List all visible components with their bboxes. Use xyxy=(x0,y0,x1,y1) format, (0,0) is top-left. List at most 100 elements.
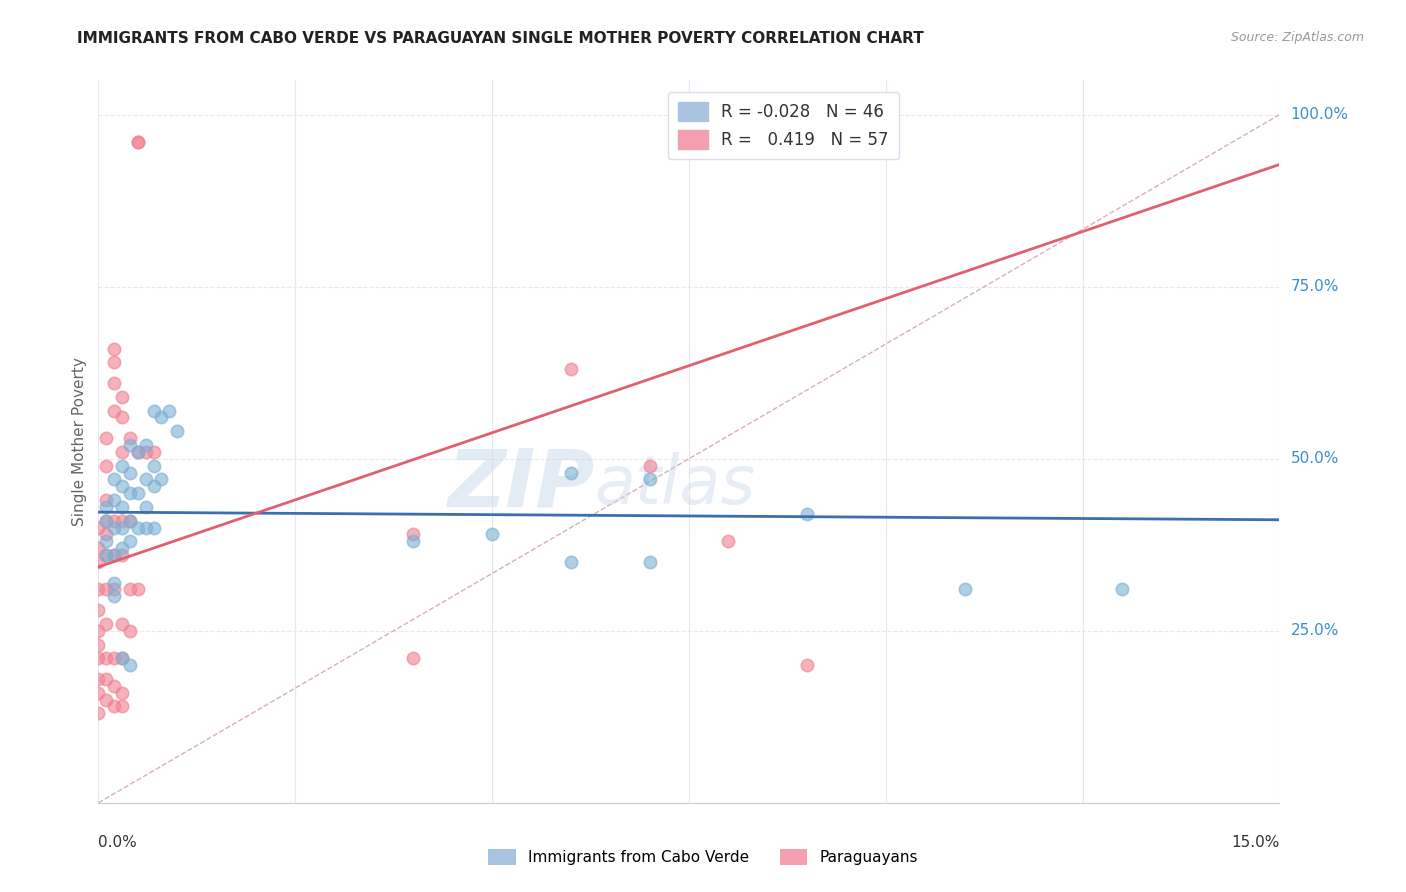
Point xyxy=(166,424,188,438)
Point xyxy=(87,541,110,556)
Point xyxy=(135,438,157,452)
Point xyxy=(118,624,141,638)
Point xyxy=(103,548,125,562)
Point xyxy=(96,527,118,541)
Point xyxy=(118,582,141,597)
Point xyxy=(796,507,818,521)
Point xyxy=(111,390,134,404)
Point xyxy=(142,458,165,473)
Point xyxy=(118,514,141,528)
Point xyxy=(96,548,118,562)
Text: 25.0%: 25.0% xyxy=(1291,624,1339,639)
Point xyxy=(118,658,141,673)
Point xyxy=(96,582,118,597)
Point xyxy=(103,575,125,590)
Point xyxy=(103,699,125,714)
Point xyxy=(103,582,125,597)
Point xyxy=(402,527,425,541)
Point xyxy=(481,527,503,541)
Point xyxy=(87,520,110,534)
Text: 0.0%: 0.0% xyxy=(98,835,138,850)
Point xyxy=(142,445,165,459)
Point xyxy=(96,692,118,706)
Point xyxy=(111,548,134,562)
Point xyxy=(142,403,165,417)
Point xyxy=(135,500,157,514)
Point xyxy=(87,624,110,638)
Point xyxy=(157,403,180,417)
Point xyxy=(96,493,118,508)
Point xyxy=(402,534,425,549)
Point xyxy=(103,514,125,528)
Point xyxy=(118,486,141,500)
Point xyxy=(103,472,125,486)
Point xyxy=(135,472,157,486)
Point xyxy=(96,534,118,549)
Point xyxy=(142,479,165,493)
Y-axis label: Single Mother Poverty: Single Mother Poverty xyxy=(72,357,87,526)
Point xyxy=(103,355,125,369)
Point xyxy=(150,410,173,425)
Point xyxy=(103,548,125,562)
Point xyxy=(127,582,149,597)
Point xyxy=(87,555,110,569)
Point xyxy=(103,342,125,356)
Point xyxy=(1111,582,1133,597)
Point xyxy=(111,699,134,714)
Point xyxy=(118,514,141,528)
Text: 100.0%: 100.0% xyxy=(1291,107,1348,122)
Point xyxy=(127,135,149,149)
Point xyxy=(103,590,125,604)
Point xyxy=(103,403,125,417)
Point xyxy=(560,555,582,569)
Point xyxy=(111,500,134,514)
Point xyxy=(402,651,425,665)
Text: 50.0%: 50.0% xyxy=(1291,451,1339,467)
Point xyxy=(150,472,173,486)
Point xyxy=(103,376,125,390)
Point xyxy=(111,520,134,534)
Point xyxy=(87,686,110,700)
Point xyxy=(87,638,110,652)
Point xyxy=(111,686,134,700)
Text: Source: ZipAtlas.com: Source: ZipAtlas.com xyxy=(1230,31,1364,45)
Point xyxy=(103,679,125,693)
Text: 15.0%: 15.0% xyxy=(1232,835,1279,850)
Point xyxy=(560,362,582,376)
Point xyxy=(96,500,118,514)
Point xyxy=(638,555,661,569)
Point xyxy=(111,445,134,459)
Point xyxy=(127,486,149,500)
Point xyxy=(87,603,110,617)
Point xyxy=(87,582,110,597)
Point xyxy=(111,458,134,473)
Text: 75.0%: 75.0% xyxy=(1291,279,1339,294)
Point xyxy=(953,582,976,597)
Point xyxy=(96,514,118,528)
Point xyxy=(560,466,582,480)
Point xyxy=(111,514,134,528)
Point xyxy=(135,520,157,534)
Point xyxy=(118,534,141,549)
Point xyxy=(96,616,118,631)
Point xyxy=(796,658,818,673)
Point xyxy=(96,651,118,665)
Point xyxy=(96,672,118,686)
Point xyxy=(87,706,110,721)
Point xyxy=(118,431,141,445)
Point xyxy=(717,534,740,549)
Point xyxy=(142,520,165,534)
Point xyxy=(96,514,118,528)
Point xyxy=(96,458,118,473)
Point xyxy=(96,548,118,562)
Point xyxy=(111,651,134,665)
Point xyxy=(111,651,134,665)
Point xyxy=(87,672,110,686)
Text: ZIP: ZIP xyxy=(447,446,595,524)
Text: IMMIGRANTS FROM CABO VERDE VS PARAGUAYAN SINGLE MOTHER POVERTY CORRELATION CHART: IMMIGRANTS FROM CABO VERDE VS PARAGUAYAN… xyxy=(77,31,924,46)
Point xyxy=(111,479,134,493)
Point xyxy=(103,651,125,665)
Point xyxy=(118,438,141,452)
Point xyxy=(638,472,661,486)
Point xyxy=(135,445,157,459)
